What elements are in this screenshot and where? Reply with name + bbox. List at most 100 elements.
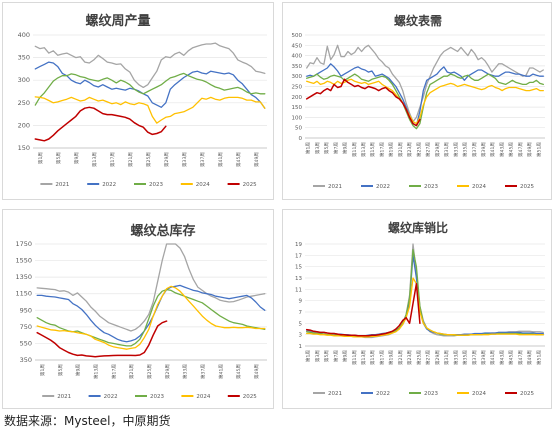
series-line-2025 [305, 282, 421, 337]
x-tick-label: 第1周 [305, 350, 312, 363]
chart-title: 螺纹库销比 [388, 220, 448, 235]
x-tick-label: 第35周 [462, 350, 469, 365]
x-tick-label: 第1周 [305, 142, 312, 155]
x-tick-label: 第45周 [508, 142, 515, 157]
chart-title: 螺纹周产量 [85, 13, 150, 29]
series-line-2021 [36, 243, 266, 332]
series-line-2023 [34, 72, 266, 106]
x-tick-label: 第33周 [182, 364, 189, 379]
x-tick-label: 第33周 [452, 142, 459, 157]
series-line-2021 [306, 44, 544, 123]
x-tick-label: 第5周 [55, 152, 62, 165]
y-tick-label: 9 [299, 299, 303, 305]
y-tick-label: 450 [292, 43, 303, 49]
x-tick-label: 第33周 [452, 350, 459, 365]
y-tick-label: 100 [292, 115, 303, 121]
series-line-2022 [34, 61, 266, 109]
y-tick-label: 750 [20, 323, 32, 331]
legend-label-2023: 2023 [424, 184, 438, 190]
chart-panel-ratio: 螺纹库销比 1 3 5 7 9 11 13 15 17 19 第1周 第3周 第5周 第7周 第9周 第11周第… [282, 209, 552, 409]
x-tick-label: 第41周 [217, 364, 224, 379]
chart-title: 螺纹表需 [394, 13, 442, 28]
x-tick-label: 第9周 [73, 152, 80, 165]
legend-label-2024: 2024 [472, 391, 486, 397]
x-tick-label: 第49周 [253, 152, 260, 167]
x-tick-label: 第17周 [378, 142, 385, 157]
x-tick-label: 第27周 [425, 142, 432, 157]
y-tick-label: 300 [292, 74, 303, 80]
y-tick-label: 3 [299, 333, 303, 339]
x-tick-label: 第1周 [37, 152, 44, 165]
series-line-2025 [305, 78, 421, 127]
y-tick-label: 1350 [15, 273, 32, 281]
x-tick-label: 第39周 [480, 142, 487, 157]
legend-label-2021: 2021 [328, 184, 342, 190]
chart-title: 螺纹总库存 [130, 223, 195, 239]
series-line-2025 [34, 106, 167, 142]
x-tick-label: 第7周 [332, 142, 339, 155]
x-tick-label: 第35周 [462, 142, 469, 157]
y-tick-label: 1150 [15, 290, 32, 298]
x-tick-label: 第43周 [498, 350, 505, 365]
series-line-2024 [34, 96, 266, 124]
y-tick-label: 350 [20, 356, 32, 364]
legend-label-2024: 2024 [196, 182, 210, 188]
y-tick-label: 13 [295, 276, 302, 282]
y-tick-label: 200 [292, 95, 303, 101]
y-tick-label: 400 [18, 31, 30, 39]
chart-inventory: 螺纹总库存 350 550 750 950 1150 1350 1550 1750 第1周 第5周 第… [15, 223, 267, 400]
x-tick-label: 第21周 [128, 364, 135, 379]
x-tick-label: 第21周 [397, 350, 404, 365]
x-tick-label: 第49周 [253, 364, 260, 379]
legend-label-2025: 2025 [243, 394, 257, 400]
chart-demand: 螺纹表需 0 50 100 150 200 250 300 350 400 450 500 第1周 第3周… [292, 13, 545, 190]
y-tick-label: 0 [299, 136, 303, 142]
y-tick-label: 500 [292, 33, 303, 39]
x-tick-label: 第51周 [535, 142, 542, 157]
legend-label-2022: 2022 [102, 182, 116, 188]
x-tick-label: 第49周 [526, 142, 533, 157]
x-tick-label: 第45周 [508, 350, 515, 365]
x-tick-label: 第29周 [164, 364, 171, 379]
legend-label-2024: 2024 [196, 394, 210, 400]
series-line-2023 [36, 288, 266, 347]
y-tick-label: 19 [295, 242, 302, 248]
x-tick-label: 第21周 [397, 142, 404, 157]
y-tick-label: 5 [299, 321, 303, 327]
x-tick-label: 第23周 [406, 142, 413, 157]
x-tick-label: 第3周 [314, 142, 321, 155]
series-line-2024 [36, 285, 266, 350]
legend-label-2021: 2021 [55, 182, 69, 188]
legend-label-2025: 2025 [520, 184, 534, 190]
x-tick-label: 第51周 [535, 350, 542, 365]
series-line-2023 [306, 249, 544, 338]
y-tick-label: 7 [299, 310, 303, 316]
y-tick-label: 15 [295, 265, 302, 271]
legend-label-2021: 2021 [328, 391, 342, 397]
y-tick-label: 400 [292, 54, 303, 60]
legend-label-2023: 2023 [149, 182, 163, 188]
x-tick-label: 第5周 [323, 350, 330, 363]
legend-label-2022: 2022 [376, 391, 390, 397]
x-tick-label: 第5周 [57, 364, 64, 377]
x-tick-label: 第19周 [388, 142, 395, 157]
x-tick-label: 第9周 [342, 350, 349, 363]
chart-panel-demand: 螺纹表需 0 50 100 150 200 250 300 350 400 450 500 第1周 第3周… [282, 2, 552, 200]
x-tick-label: 第43周 [498, 142, 505, 157]
chart-output: 螺纹周产量 150 200 250 300 350 400 第1周 第5周 第9周 第13周 第17周… [18, 13, 267, 188]
y-tick-label: 300 [18, 76, 30, 84]
x-tick-label: 第1周 [39, 364, 46, 377]
x-tick-label: 第17周 [110, 364, 117, 379]
x-tick-label: 第37周 [200, 364, 207, 379]
x-tick-label: 第13周 [360, 350, 367, 365]
x-tick-label: 第11周 [351, 350, 358, 365]
legend-label-2023: 2023 [150, 394, 164, 400]
x-tick-label: 第45周 [235, 152, 242, 167]
x-tick-label: 第29周 [434, 142, 441, 157]
x-tick-label: 第49周 [526, 350, 533, 365]
y-tick-label: 200 [18, 121, 30, 129]
x-tick-label: 第39周 [480, 350, 487, 365]
chart-panel-inventory: 螺纹总库存 350 550 750 950 1150 1350 1550 1750 第1周 第5周 第… [2, 209, 274, 409]
series-line-2021 [34, 42, 266, 89]
x-tick-label: 第25周 [146, 364, 153, 379]
